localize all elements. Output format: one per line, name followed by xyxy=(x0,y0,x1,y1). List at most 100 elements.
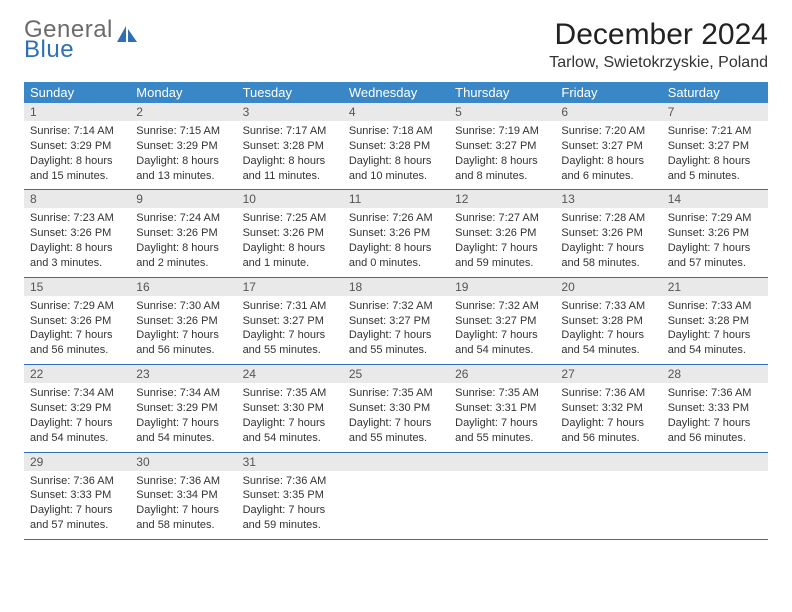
calendar-cell: 16Sunrise: 7:30 AMSunset: 3:26 PMDayligh… xyxy=(130,277,236,364)
day-number: 26 xyxy=(449,365,555,383)
day-details: Sunrise: 7:34 AMSunset: 3:29 PMDaylight:… xyxy=(130,383,236,451)
calendar-cell: 6Sunrise: 7:20 AMSunset: 3:27 PMDaylight… xyxy=(555,103,661,190)
sunset-text: Sunset: 3:29 PM xyxy=(136,401,230,416)
day-details: Sunrise: 7:29 AMSunset: 3:26 PMDaylight:… xyxy=(662,208,768,276)
sunrise-text: Sunrise: 7:30 AM xyxy=(136,299,230,314)
day-details: Sunrise: 7:33 AMSunset: 3:28 PMDaylight:… xyxy=(662,296,768,364)
sunset-text: Sunset: 3:27 PM xyxy=(668,139,762,154)
sunset-text: Sunset: 3:29 PM xyxy=(30,139,124,154)
sunrise-text: Sunrise: 7:28 AM xyxy=(561,211,655,226)
sunrise-text: Sunrise: 7:36 AM xyxy=(243,474,337,489)
day-details: Sunrise: 7:19 AMSunset: 3:27 PMDaylight:… xyxy=(449,121,555,189)
day-number: 17 xyxy=(237,278,343,296)
daylight-text: Daylight: 7 hours and 55 minutes. xyxy=(455,416,549,446)
day-details: Sunrise: 7:23 AMSunset: 3:26 PMDaylight:… xyxy=(24,208,130,276)
sunset-text: Sunset: 3:30 PM xyxy=(349,401,443,416)
weekday-header: Monday xyxy=(130,82,236,103)
daylight-text: Daylight: 7 hours and 59 minutes. xyxy=(455,241,549,271)
day-details: Sunrise: 7:17 AMSunset: 3:28 PMDaylight:… xyxy=(237,121,343,189)
sunrise-text: Sunrise: 7:31 AM xyxy=(243,299,337,314)
sunset-text: Sunset: 3:26 PM xyxy=(30,226,124,241)
sunrise-text: Sunrise: 7:19 AM xyxy=(455,124,549,139)
sunrise-text: Sunrise: 7:36 AM xyxy=(30,474,124,489)
sunset-text: Sunset: 3:33 PM xyxy=(668,401,762,416)
sunset-text: Sunset: 3:27 PM xyxy=(349,314,443,329)
daylight-text: Daylight: 8 hours and 8 minutes. xyxy=(455,154,549,184)
sunset-text: Sunset: 3:33 PM xyxy=(30,488,124,503)
day-details: Sunrise: 7:20 AMSunset: 3:27 PMDaylight:… xyxy=(555,121,661,189)
calendar-cell xyxy=(449,452,555,539)
calendar-cell: 7Sunrise: 7:21 AMSunset: 3:27 PMDaylight… xyxy=(662,103,768,190)
day-details: Sunrise: 7:21 AMSunset: 3:27 PMDaylight:… xyxy=(662,121,768,189)
sunrise-text: Sunrise: 7:21 AM xyxy=(668,124,762,139)
day-number: 7 xyxy=(662,103,768,121)
calendar-table: Sunday Monday Tuesday Wednesday Thursday… xyxy=(24,82,768,540)
sunset-text: Sunset: 3:28 PM xyxy=(243,139,337,154)
sunrise-text: Sunrise: 7:33 AM xyxy=(668,299,762,314)
sunrise-text: Sunrise: 7:35 AM xyxy=(455,386,549,401)
calendar-cell: 18Sunrise: 7:32 AMSunset: 3:27 PMDayligh… xyxy=(343,277,449,364)
day-details: Sunrise: 7:36 AMSunset: 3:33 PMDaylight:… xyxy=(662,383,768,451)
calendar-body: 1Sunrise: 7:14 AMSunset: 3:29 PMDaylight… xyxy=(24,103,768,539)
sunset-text: Sunset: 3:29 PM xyxy=(136,139,230,154)
sunset-text: Sunset: 3:26 PM xyxy=(455,226,549,241)
calendar-row: 15Sunrise: 7:29 AMSunset: 3:26 PMDayligh… xyxy=(24,277,768,364)
location-text: Tarlow, Swietokrzyskie, Poland xyxy=(549,54,768,72)
logo: General Blue xyxy=(24,18,137,62)
sunrise-text: Sunrise: 7:15 AM xyxy=(136,124,230,139)
day-details: Sunrise: 7:25 AMSunset: 3:26 PMDaylight:… xyxy=(237,208,343,276)
day-details: Sunrise: 7:35 AMSunset: 3:30 PMDaylight:… xyxy=(237,383,343,451)
sunset-text: Sunset: 3:28 PM xyxy=(561,314,655,329)
day-number: 6 xyxy=(555,103,661,121)
sunset-text: Sunset: 3:31 PM xyxy=(455,401,549,416)
sunset-text: Sunset: 3:26 PM xyxy=(30,314,124,329)
sunrise-text: Sunrise: 7:20 AM xyxy=(561,124,655,139)
day-details: Sunrise: 7:32 AMSunset: 3:27 PMDaylight:… xyxy=(449,296,555,364)
day-details: Sunrise: 7:18 AMSunset: 3:28 PMDaylight:… xyxy=(343,121,449,189)
sunrise-text: Sunrise: 7:36 AM xyxy=(136,474,230,489)
sunrise-text: Sunrise: 7:27 AM xyxy=(455,211,549,226)
calendar-cell: 21Sunrise: 7:33 AMSunset: 3:28 PMDayligh… xyxy=(662,277,768,364)
weekday-header: Saturday xyxy=(662,82,768,103)
calendar-cell: 17Sunrise: 7:31 AMSunset: 3:27 PMDayligh… xyxy=(237,277,343,364)
day-number: 8 xyxy=(24,190,130,208)
day-number-empty xyxy=(555,453,661,471)
sunrise-text: Sunrise: 7:25 AM xyxy=(243,211,337,226)
daylight-text: Daylight: 7 hours and 56 minutes. xyxy=(561,416,655,446)
sunset-text: Sunset: 3:26 PM xyxy=(561,226,655,241)
day-details: Sunrise: 7:24 AMSunset: 3:26 PMDaylight:… xyxy=(130,208,236,276)
sunrise-text: Sunrise: 7:35 AM xyxy=(349,386,443,401)
sunset-text: Sunset: 3:35 PM xyxy=(243,488,337,503)
day-details: Sunrise: 7:35 AMSunset: 3:31 PMDaylight:… xyxy=(449,383,555,451)
daylight-text: Daylight: 7 hours and 59 minutes. xyxy=(243,503,337,533)
sunset-text: Sunset: 3:26 PM xyxy=(136,226,230,241)
daylight-text: Daylight: 7 hours and 54 minutes. xyxy=(668,328,762,358)
calendar-row: 29Sunrise: 7:36 AMSunset: 3:33 PMDayligh… xyxy=(24,452,768,539)
day-number: 4 xyxy=(343,103,449,121)
daylight-text: Daylight: 7 hours and 58 minutes. xyxy=(561,241,655,271)
calendar-cell: 9Sunrise: 7:24 AMSunset: 3:26 PMDaylight… xyxy=(130,190,236,277)
sunset-text: Sunset: 3:29 PM xyxy=(30,401,124,416)
daylight-text: Daylight: 8 hours and 11 minutes. xyxy=(243,154,337,184)
sunset-text: Sunset: 3:27 PM xyxy=(561,139,655,154)
day-details: Sunrise: 7:31 AMSunset: 3:27 PMDaylight:… xyxy=(237,296,343,364)
sunset-text: Sunset: 3:34 PM xyxy=(136,488,230,503)
calendar-cell: 27Sunrise: 7:36 AMSunset: 3:32 PMDayligh… xyxy=(555,365,661,452)
day-details: Sunrise: 7:33 AMSunset: 3:28 PMDaylight:… xyxy=(555,296,661,364)
calendar-cell: 2Sunrise: 7:15 AMSunset: 3:29 PMDaylight… xyxy=(130,103,236,190)
day-details: Sunrise: 7:30 AMSunset: 3:26 PMDaylight:… xyxy=(130,296,236,364)
sunset-text: Sunset: 3:30 PM xyxy=(243,401,337,416)
calendar-cell: 12Sunrise: 7:27 AMSunset: 3:26 PMDayligh… xyxy=(449,190,555,277)
title-block: December 2024 Tarlow, Swietokrzyskie, Po… xyxy=(549,18,768,72)
calendar-cell: 5Sunrise: 7:19 AMSunset: 3:27 PMDaylight… xyxy=(449,103,555,190)
day-details-empty xyxy=(343,471,449,529)
day-details: Sunrise: 7:26 AMSunset: 3:26 PMDaylight:… xyxy=(343,208,449,276)
calendar-cell: 29Sunrise: 7:36 AMSunset: 3:33 PMDayligh… xyxy=(24,452,130,539)
day-number: 20 xyxy=(555,278,661,296)
day-number: 16 xyxy=(130,278,236,296)
calendar-cell: 13Sunrise: 7:28 AMSunset: 3:26 PMDayligh… xyxy=(555,190,661,277)
calendar-cell: 25Sunrise: 7:35 AMSunset: 3:30 PMDayligh… xyxy=(343,365,449,452)
sunset-text: Sunset: 3:27 PM xyxy=(455,314,549,329)
sunset-text: Sunset: 3:26 PM xyxy=(243,226,337,241)
sunset-text: Sunset: 3:27 PM xyxy=(243,314,337,329)
